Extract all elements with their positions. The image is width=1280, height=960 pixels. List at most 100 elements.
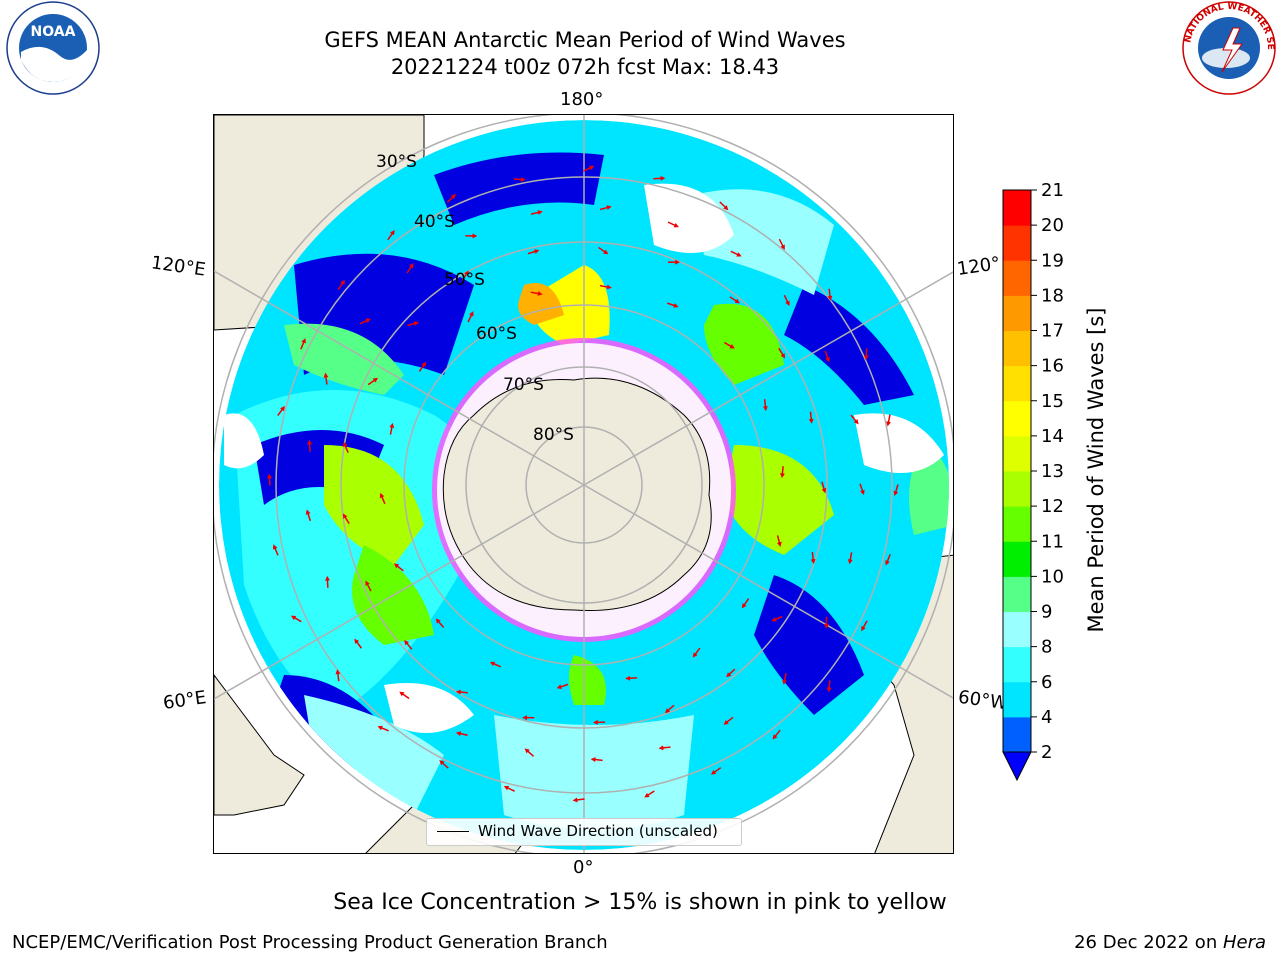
land-antarctica: [442, 377, 712, 612]
lat-label-30s: 30°S: [376, 152, 417, 172]
wind-arrow-head: [673, 222, 679, 228]
wind-arrow-head: [365, 318, 371, 323]
colorbar-segment: [1003, 365, 1031, 402]
wind-arrow-head: [606, 284, 612, 290]
polar-map: [214, 115, 953, 853]
colorbar-tick-label: 4: [1041, 707, 1052, 728]
wind-arrow-head: [537, 291, 543, 296]
lat-label-70s: 70°S: [503, 375, 544, 395]
wind-arrow-head: [771, 616, 777, 622]
lon-label-60e: 60°E: [161, 687, 208, 714]
wind-arrow-head: [464, 270, 469, 276]
colorbar-tick-label: 18: [1041, 285, 1064, 306]
wind-arrow-head: [606, 205, 612, 210]
wind-arrow-head: [455, 731, 462, 737]
wind-arrow-head: [772, 734, 778, 740]
colorbar-segment: [1003, 681, 1031, 718]
colorbar-segment: [1003, 400, 1031, 437]
colorbar-tick-label: 16: [1041, 356, 1064, 377]
wind-arrow-head: [503, 785, 510, 791]
legend-line-icon: [437, 831, 469, 832]
wind-arrow-head: [323, 372, 329, 378]
wind-arrow-head: [421, 361, 427, 367]
wind-arrow-head: [342, 513, 348, 519]
wind-arrow-head: [450, 193, 456, 200]
footer-date: 26 Dec 2022 on Hera: [1074, 932, 1266, 953]
wind-arrow-head: [377, 725, 383, 731]
colorbar-tick-label: 2: [1041, 742, 1052, 763]
colorbar-tick-label: 15: [1041, 391, 1064, 412]
map-title: GEFS MEAN Antarctic Mean Period of Wind …: [324, 28, 846, 52]
colorbar-tick-label: 11: [1041, 531, 1064, 552]
wind-arrow-head: [469, 311, 474, 317]
wind-arrow-head: [325, 575, 330, 581]
wind-arrow-head: [455, 689, 461, 695]
wind-arrow-head: [692, 652, 698, 658]
colorbar-segment: [1003, 541, 1031, 577]
wind-arrow-head: [885, 560, 890, 566]
wind-arrow-head: [290, 615, 297, 621]
colorbar-segment: [1003, 716, 1031, 753]
map-panel: [213, 114, 954, 854]
wind-arrow-head: [389, 422, 395, 428]
wind-arrow-head: [644, 792, 650, 798]
wind-arrow-head: [435, 618, 441, 624]
footer-date-text: 26 Dec 2022 on: [1074, 932, 1223, 953]
legend-label: Wind Wave Direction (unscaled): [478, 822, 718, 840]
wind-arrow-head: [307, 439, 313, 445]
wind-arrow-head: [660, 175, 666, 181]
wind-arrow-head: [664, 708, 671, 714]
wind-arrow-head: [827, 295, 833, 301]
wind-arrow-head: [520, 177, 526, 182]
colorbar-tick-label: 9: [1041, 602, 1052, 623]
wind-arrow-head: [723, 205, 729, 211]
colorbar-segment: [1003, 435, 1031, 472]
colorbar-tick-label: 12: [1041, 496, 1064, 517]
wind-arrow-head: [379, 492, 385, 499]
wind-arrow-head: [861, 625, 866, 632]
wind-arrow-head: [780, 473, 785, 479]
wind-arrow-head: [390, 230, 395, 236]
footer-branch: NCEP/EMC/Verification Post Processing Pr…: [12, 932, 608, 953]
wind-arrow-head: [335, 669, 341, 675]
wind-arrow-head: [853, 419, 859, 425]
wind-arrow-head: [785, 300, 790, 306]
map-legend: Wind Wave Direction (unscaled): [426, 818, 742, 846]
wind-arrow-head: [590, 757, 596, 762]
wind-arrow-head: [372, 377, 379, 383]
wind-arrow-head: [534, 249, 540, 254]
wind-arrow-head: [343, 441, 348, 448]
wind-arrow-head: [710, 769, 717, 775]
wind-arrow-head: [524, 748, 530, 754]
lat-label-60s: 60°S: [476, 324, 517, 344]
sea-ice-caption: Sea Ice Concentration > 15% is shown in …: [333, 890, 947, 915]
noaa-logo-text: NOAA: [31, 24, 76, 40]
colorbar-tick-label: 6: [1041, 672, 1052, 693]
wind-arrow-head: [734, 298, 740, 304]
wind-arrow-head: [808, 418, 814, 424]
wind-arrow-head: [413, 321, 419, 326]
colorbar-segment: [1003, 611, 1031, 648]
colorbar-segment: [1003, 576, 1031, 612]
wind-arrow-head: [893, 490, 899, 496]
colorbar-segment: [1003, 471, 1031, 507]
wind-arrows: [267, 165, 899, 803]
colorbar-segment: [1003, 225, 1031, 261]
wind-arrow-head: [472, 233, 478, 239]
wind-arrow-head: [588, 165, 595, 171]
wind-arrow-head: [625, 675, 631, 681]
wind-arrow-head: [658, 745, 664, 751]
nws-logo: NATIONAL WEATHER SERVICE: [1178, 0, 1276, 95]
wind-arrow-head: [825, 357, 830, 363]
wind-arrow-head: [393, 563, 400, 569]
wind-arrow-head: [723, 719, 729, 725]
wind-arrow-head: [736, 252, 742, 257]
colorbar-extend: [1002, 751, 1032, 782]
colorbar-segment: [1003, 330, 1031, 367]
wind-arrow-head: [847, 559, 853, 565]
wind-arrow-head: [782, 679, 787, 685]
lat-label-80s: 80°S: [533, 425, 574, 445]
lon-label-180: 180°: [560, 89, 604, 110]
wind-arrow-head: [603, 249, 609, 255]
land-madagascar: [214, 674, 305, 816]
